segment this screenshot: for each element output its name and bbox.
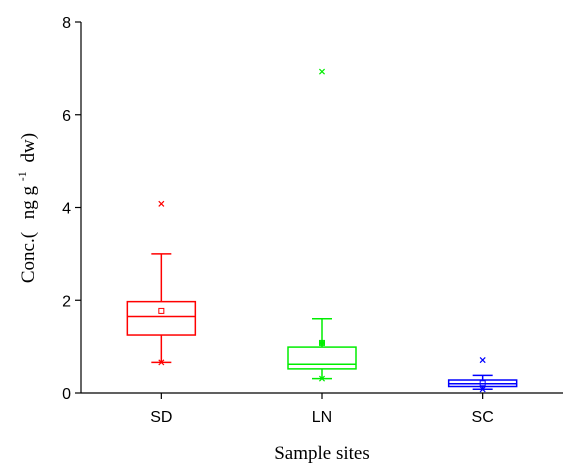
- x-tick-label: LN: [312, 409, 332, 426]
- y-axis-title-suffix: dw): [18, 133, 39, 163]
- box-iqr: [287, 346, 357, 370]
- svg-text:Conc.( ng g -1: Conc.( ng g -1 dw): [10, 133, 39, 283]
- min-marker: [158, 359, 165, 366]
- x-tick-label: SC: [472, 409, 494, 426]
- y-tick-label: 0: [62, 386, 71, 403]
- max-marker: [479, 357, 486, 364]
- x-tick-label: SD: [150, 409, 172, 426]
- max-marker: [158, 200, 165, 207]
- y-axis-title-superscript: -1: [15, 171, 29, 181]
- y-axis-title-prefix: Conc.(: [18, 232, 39, 283]
- y-tick-label: 2: [62, 293, 71, 310]
- y-tick-label: 4: [62, 201, 71, 218]
- min-marker: [318, 375, 326, 382]
- mean-marker: [479, 380, 486, 387]
- outlier-point: [319, 340, 325, 346]
- box-marks: [126, 68, 518, 393]
- x-axis-title: Sample sites: [274, 443, 370, 463]
- axes: 0 2 4 6 8 SD LN SC: [62, 15, 563, 426]
- mean-marker: [158, 307, 165, 314]
- max-marker: [318, 68, 326, 75]
- box-iqr: [126, 300, 197, 336]
- y-axis-title: Conc.( ng g -1 dw): [10, 133, 39, 283]
- y-tick-label: 8: [62, 15, 71, 32]
- y-axis-title-unit: ng g: [18, 185, 39, 219]
- y-tick-label: 6: [62, 108, 71, 125]
- min-marker: [479, 386, 486, 393]
